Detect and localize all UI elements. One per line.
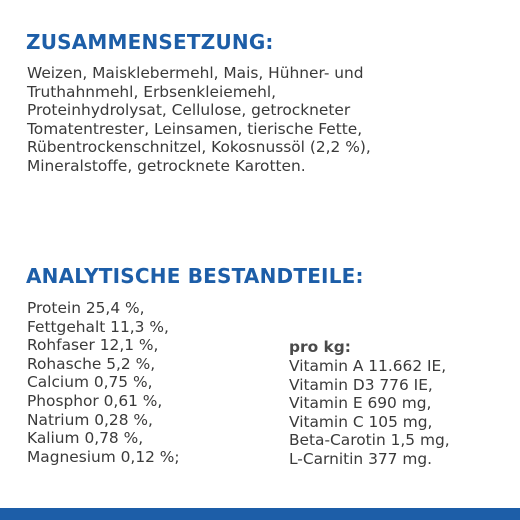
composition-line: Truthahnmehl, Erbsenkleiemehl, [27,82,277,101]
constituent-item: Calcium 0,75 %, [27,373,153,392]
composition-line: Proteinhydrolysat, Cellulose, getrocknet… [27,101,351,120]
constituent-item: Phosphor 0,61 %, [27,391,163,410]
constituent-item: Natrium 0,28 %, [27,410,153,429]
composition-heading: ZUSAMMENSETZUNG: [26,30,274,54]
composition-text: Weizen, Maisklebermehl, Mais, Hühner- un… [27,64,507,176]
vitamin-item: Beta-Carotin 1,5 mg, [289,431,450,450]
vitamin-item: Vitamin D3 776 IE, [289,375,433,394]
vitamin-item: Vitamin C 105 mg, [289,412,433,431]
composition-line: Mineralstoffe, getrocknete Karotten. [27,156,306,175]
analytic-heading: ANALYTISCHE BESTANDTEILE: [26,264,364,288]
bottom-accent-bar [0,508,520,520]
constituent-item: Protein 25,4 %, [27,299,145,317]
vitamin-item: L-Carnitin 377 mg. [289,449,433,468]
constituent-item: Magnesium 0,12 %; [27,447,180,466]
composition-line: Rübentrockenschnitzel, Kokosnussöl (2,2 … [27,138,371,157]
per-kg-list: Vitamin A 11.662 IE, Vitamin D3 776 IE, … [289,357,450,469]
constituent-item: Kalium 0,78 %, [27,429,144,448]
constituent-item: Rohasche 5,2 %, [27,354,156,373]
per-kg-label: pro kg: [289,338,351,356]
composition-line: Tomatentrester, Leinsamen, tierische Fet… [27,119,363,138]
vitamin-item: Vitamin A 11.662 IE, [289,357,447,375]
constituent-item: Rohfaser 12,1 %, [27,336,159,355]
constituents-list: Protein 25,4 %, Fettgehalt 11,3 %, Rohfa… [27,299,180,466]
constituent-item: Fettgehalt 11,3 %, [27,317,169,336]
composition-line: Weizen, Maisklebermehl, Mais, Hühner- un… [27,64,364,82]
vitamin-item: Vitamin E 690 mg, [289,394,432,413]
